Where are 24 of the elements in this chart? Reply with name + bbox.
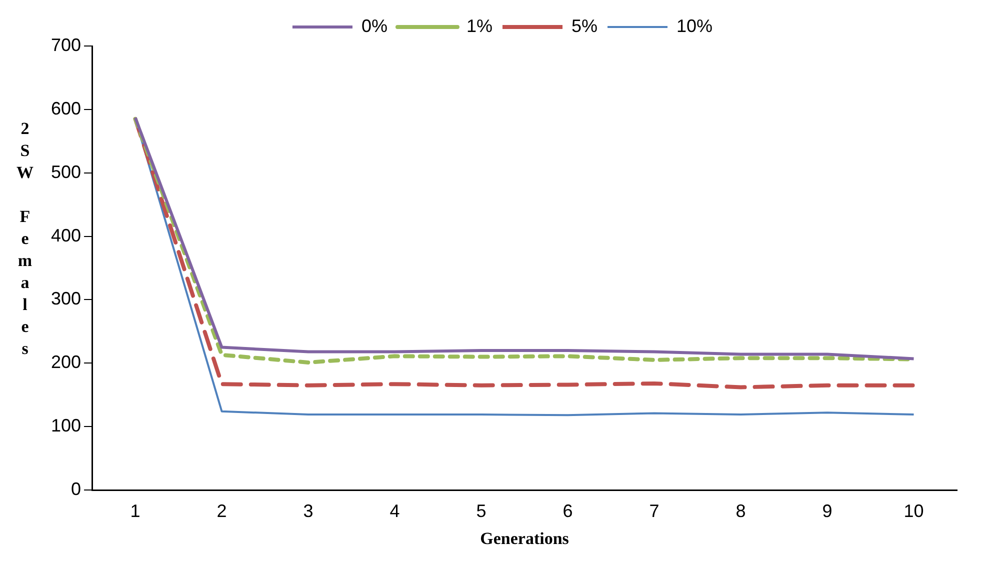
x-tick-label: 6: [562, 500, 573, 521]
x-tick-label: 5: [476, 500, 486, 521]
x-tick-label: 4: [390, 500, 400, 521]
y-tick-label: 200: [50, 352, 82, 372]
y-tick-label: 300: [50, 288, 82, 309]
x-tick-label: 9: [822, 500, 832, 521]
y-tick-label: 700: [50, 34, 82, 55]
x-tick-label: 8: [736, 500, 746, 521]
y-tick-label: 400: [50, 225, 82, 246]
x-tick-label: 7: [649, 500, 660, 521]
legend-label: 5%: [571, 16, 598, 36]
legend-label: 10%: [676, 16, 713, 36]
x-tick-label: 2: [216, 500, 227, 521]
legend-label: 1%: [466, 16, 492, 36]
y-tick-label: 500: [50, 162, 82, 182]
y-tick-label: 600: [50, 98, 82, 118]
x-tick-label: 10: [904, 500, 924, 521]
y-tick-label: 100: [50, 416, 82, 436]
y-tick-label: 0: [71, 478, 82, 499]
x-tick-label: 1: [130, 500, 140, 521]
text: 2SW Females: [16, 119, 34, 358]
x-tick-label: 3: [303, 500, 314, 521]
legend-label: 0%: [361, 16, 388, 36]
x-axis-title: Generations: [480, 529, 570, 548]
